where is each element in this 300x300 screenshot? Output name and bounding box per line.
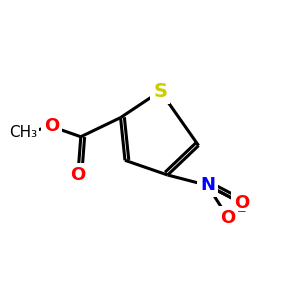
Text: N: N — [200, 176, 215, 194]
Text: O: O — [44, 117, 59, 135]
Text: S: S — [153, 82, 167, 100]
Text: O: O — [70, 166, 85, 184]
Text: O: O — [220, 209, 236, 227]
Text: $^{-}$: $^{-}$ — [236, 207, 247, 225]
Text: CH₃: CH₃ — [9, 125, 38, 140]
Text: O: O — [220, 209, 236, 227]
Text: methoxy: methoxy — [19, 133, 25, 134]
Text: O: O — [234, 194, 249, 212]
